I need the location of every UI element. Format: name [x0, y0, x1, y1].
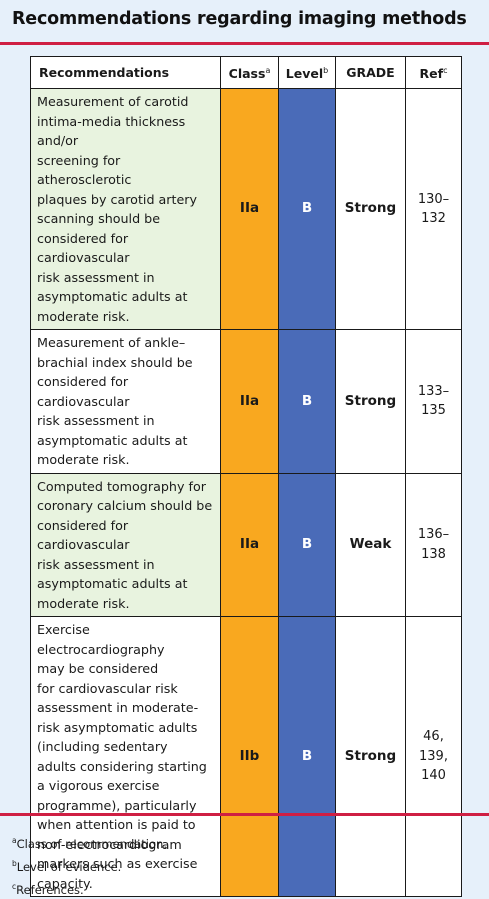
grade-cell: Strong — [335, 329, 406, 474]
table-row: Measurement of carotid intima-media thic… — [30, 88, 462, 330]
level-cell: B — [278, 329, 336, 474]
table-header-row: Recommendations Classa Levelb GRADE Refc — [30, 56, 462, 89]
grade-cell: Strong — [335, 88, 406, 330]
class-cell: IIb — [220, 616, 279, 897]
grade-cell: Weak — [335, 472, 406, 617]
footnote-item: cReferences. — [12, 881, 84, 897]
panel-title: Recommendations regarding imaging method… — [12, 9, 467, 29]
table-row: Computed tomography for coronary calcium… — [30, 472, 462, 617]
header-level: Levelb — [278, 56, 336, 89]
footnote-mark-c: c — [443, 66, 448, 76]
recommendation-text: Measurement of ankle– brachial index sho… — [30, 329, 221, 474]
grade-cell: Strong — [335, 616, 406, 897]
level-cell: B — [278, 88, 336, 330]
footnote-mark-a: a — [265, 66, 271, 76]
recommendation-text: Exercise electrocardiography may be cons… — [30, 616, 221, 897]
header-ref: Refc — [405, 56, 462, 89]
recommendation-text: Computed tomography for coronary calcium… — [30, 472, 221, 617]
level-cell: B — [278, 472, 336, 617]
footnote-mark-b: b — [323, 66, 329, 76]
header-recommendations: Recommendations — [30, 56, 221, 89]
bottom-rule — [0, 813, 489, 816]
class-cell: IIa — [220, 472, 279, 617]
footnote-item: aClass of recommendation. — [12, 836, 167, 851]
ref-cell: 46, 139, 140 — [405, 616, 462, 897]
ref-cell: 133– 135 — [405, 329, 462, 474]
table-row: Exercise electrocardiography may be cons… — [30, 616, 462, 897]
level-cell: B — [278, 616, 336, 897]
ref-cell: 136– 138 — [405, 472, 462, 617]
class-cell: IIa — [220, 329, 279, 474]
class-cell: IIa — [220, 88, 279, 330]
top-rule — [0, 42, 489, 45]
table-row: Measurement of ankle– brachial index sho… — [30, 329, 462, 474]
ref-cell: 130– 132 — [405, 88, 462, 330]
footnote-item: bLevel of evidence. — [12, 858, 122, 874]
recommendations-table: Recommendations Classa Levelb GRADE Refc… — [30, 56, 462, 897]
header-grade: GRADE — [335, 56, 406, 89]
header-class: Classa — [220, 56, 279, 89]
recommendation-text: Measurement of carotid intima-media thic… — [30, 88, 221, 330]
